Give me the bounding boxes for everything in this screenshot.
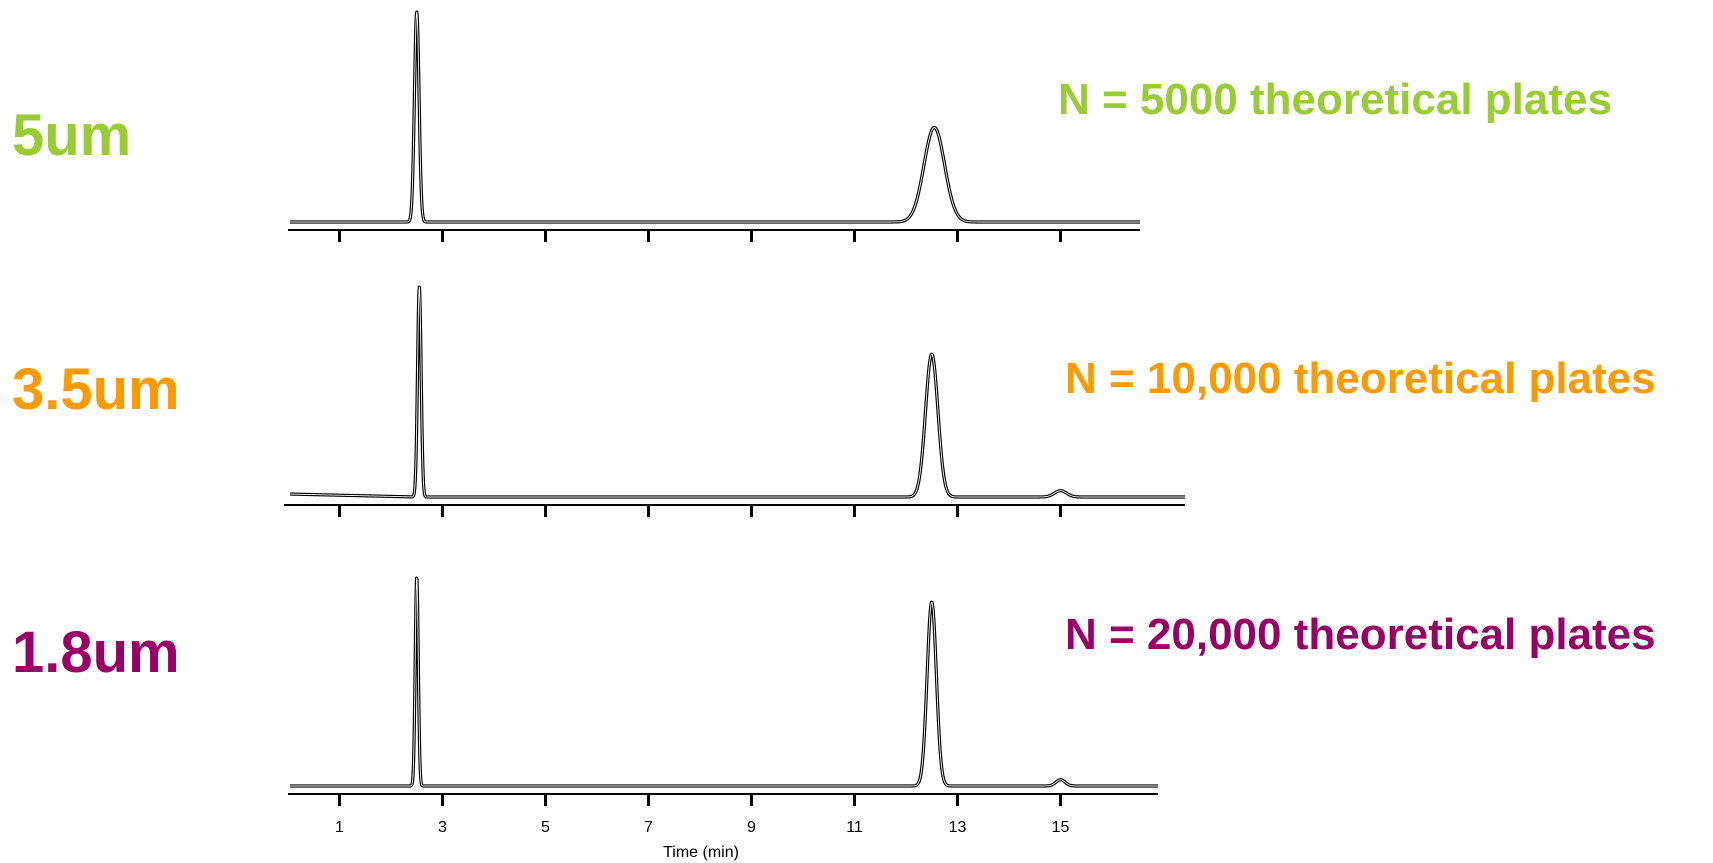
plate-count-label-3-5um: N = 10,000 theoretical plates <box>1065 354 1656 403</box>
signal-trace-highlight <box>289 11 1141 223</box>
x-tick-label-11: 11 <box>846 819 863 836</box>
signal-trace-highlight <box>289 577 1159 787</box>
signal-trace <box>288 10 1142 224</box>
particle-size-label-1-8um: 1.8um <box>12 620 180 685</box>
x-tick-label-7: 7 <box>644 819 653 836</box>
x-tick-label-9: 9 <box>747 819 756 836</box>
plate-count-label-5um: N = 5000 theoretical plates <box>1058 75 1612 124</box>
signal-trace-highlight <box>289 286 1186 498</box>
chromatogram-panels: 1 3 5 7 9 11 13 15 <box>284 10 1187 836</box>
plate-count-label-1-8um: N = 20,000 theoretical plates <box>1065 610 1656 659</box>
particle-size-label-3-5um: 3.5um <box>12 357 180 422</box>
x-tick-label-3: 3 <box>438 819 447 836</box>
particle-size-label-5um: 5um <box>12 103 132 168</box>
x-tick-label-13: 13 <box>949 819 967 836</box>
x-tick-label-1: 1 <box>335 819 344 836</box>
chromatogram-panel-2: 1 3 5 7 9 11 13 15 <box>288 576 1160 836</box>
x-tick-label-15: 15 <box>1052 819 1070 836</box>
chromatogram-panel-0 <box>288 10 1142 242</box>
signal-trace <box>288 285 1187 499</box>
x-tick-label-5: 5 <box>541 819 550 836</box>
chromatogram-panel-1 <box>284 285 1187 517</box>
x-axis-title: Time (min) <box>663 844 739 861</box>
